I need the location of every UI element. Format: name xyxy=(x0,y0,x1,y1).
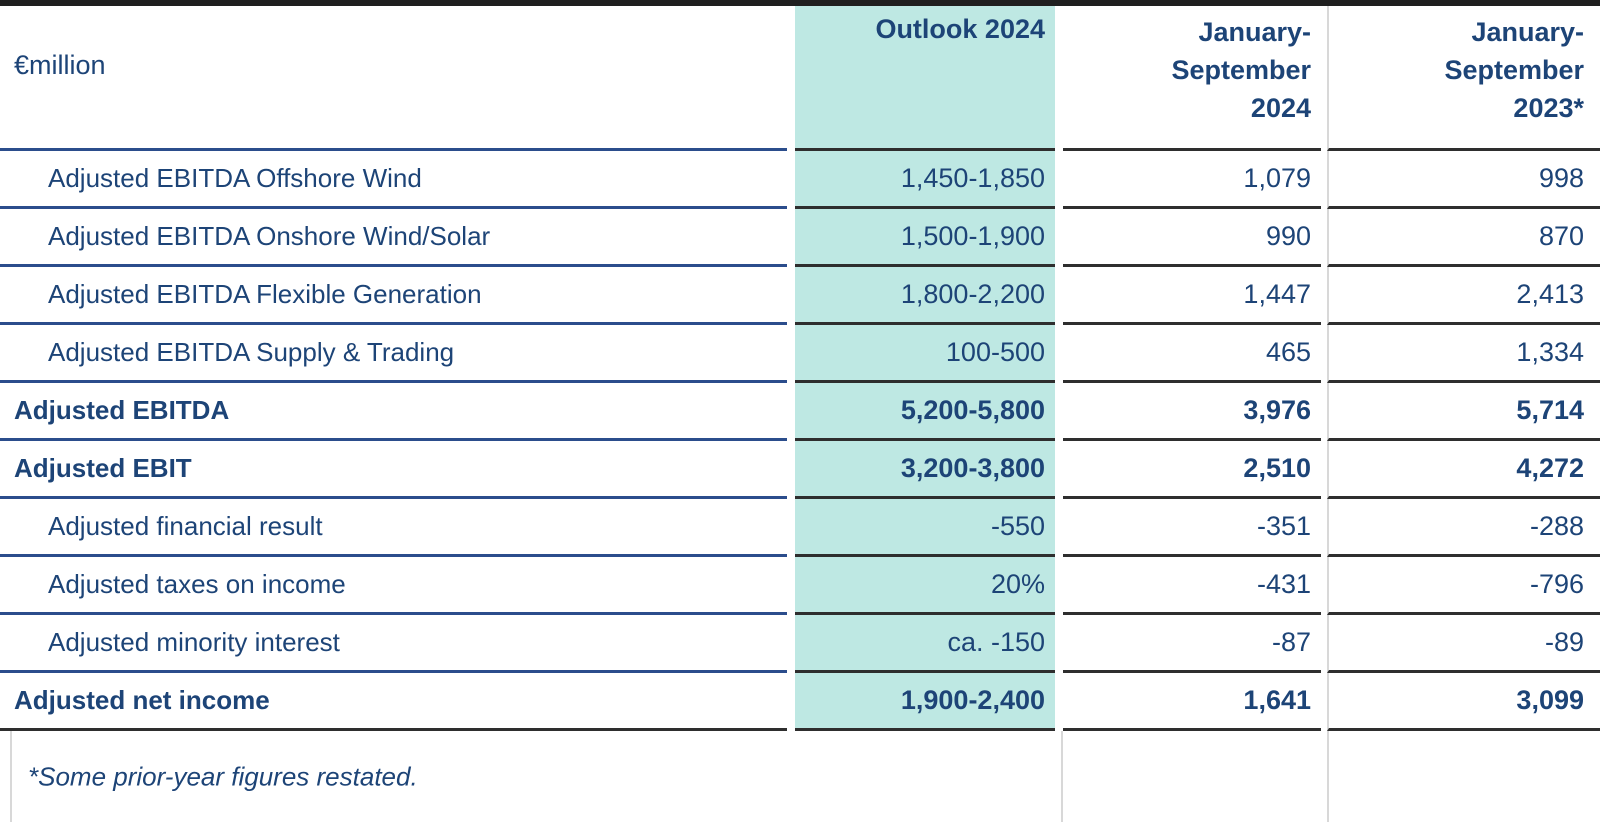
ytd-2024-value: -87 xyxy=(1063,615,1321,673)
table-row-total-net-income: Adjusted net income 1,900-2,400 1,641 3,… xyxy=(0,673,1600,731)
row-label: Adjusted net income xyxy=(0,673,787,731)
row-label: Adjusted EBITDA xyxy=(0,383,787,441)
column-header-outlook-2024: Outlook 2024 xyxy=(795,6,1055,151)
ytd-2023-value: -796 xyxy=(1327,557,1600,615)
row-label: Adjusted EBITDA Flexible Generation xyxy=(0,267,787,325)
outlook-value: 20% xyxy=(795,557,1055,615)
table-row-total-ebit: Adjusted EBIT 3,200-3,800 2,510 4,272 xyxy=(0,441,1600,499)
ytd-2024-value: -351 xyxy=(1063,499,1321,557)
row-label: Adjusted taxes on income xyxy=(0,557,787,615)
ytd-2023-value: 1,334 xyxy=(1327,325,1600,383)
table-row: Adjusted financial result -550 -351 -288 xyxy=(0,499,1600,557)
ytd-2023-value: 5,714 xyxy=(1327,383,1600,441)
outlook-value: 100-500 xyxy=(795,325,1055,383)
outlook-value: 1,800-2,200 xyxy=(795,267,1055,325)
footer-divider-right xyxy=(1327,731,1329,822)
ytd-2023-value: -288 xyxy=(1327,499,1600,557)
ytd-2024-value: 1,641 xyxy=(1063,673,1321,731)
ytd-2024-value: 2,510 xyxy=(1063,441,1321,499)
outlook-value: 1,900-2,400 xyxy=(795,673,1055,731)
footer-divider-left xyxy=(10,731,12,822)
row-label: Adjusted EBITDA Offshore Wind xyxy=(0,151,787,209)
footnote-text: *Some prior-year figures restated. xyxy=(28,761,418,791)
table-row-total-ebitda: Adjusted EBITDA 5,200-5,800 3,976 5,714 xyxy=(0,383,1600,441)
outlook-value: 1,500-1,900 xyxy=(795,209,1055,267)
table-row: Adjusted taxes on income 20% -431 -796 xyxy=(0,557,1600,615)
table-row: Adjusted EBITDA Offshore Wind 1,450-1,85… xyxy=(0,151,1600,209)
outlook-value: 1,450-1,850 xyxy=(795,151,1055,209)
row-label: Adjusted minority interest xyxy=(0,615,787,673)
ytd-2024-value: 1,079 xyxy=(1063,151,1321,209)
outlook-value: ca. -150 xyxy=(795,615,1055,673)
row-label: Adjusted EBIT xyxy=(0,441,787,499)
ytd-2024-value: -431 xyxy=(1063,557,1321,615)
ytd-2023-value: 870 xyxy=(1327,209,1600,267)
ytd-2023-value: 3,099 xyxy=(1327,673,1600,731)
ytd-2023-value: 2,413 xyxy=(1327,267,1600,325)
outlook-value: -550 xyxy=(795,499,1055,557)
footer-divider-mid xyxy=(1061,731,1063,822)
column-header-jan-sep-2024: January- September 2024 xyxy=(1063,6,1321,151)
row-label: Adjusted EBITDA Supply & Trading xyxy=(0,325,787,383)
footnote-row: *Some prior-year figures restated. xyxy=(0,731,1600,822)
table-row: Adjusted EBITDA Flexible Generation 1,80… xyxy=(0,267,1600,325)
top-divider xyxy=(0,0,1600,6)
ytd-2024-value: 990 xyxy=(1063,209,1321,267)
table-header-row: €million Outlook 2024 January- September… xyxy=(0,6,1600,151)
unit-label: €million xyxy=(0,6,787,151)
ytd-2023-value: -89 xyxy=(1327,615,1600,673)
column-header-jan-sep-2023: January- September 2023* xyxy=(1327,6,1600,151)
table-row: Adjusted EBITDA Supply & Trading 100-500… xyxy=(0,325,1600,383)
ytd-2024-value: 3,976 xyxy=(1063,383,1321,441)
ytd-2024-value: 465 xyxy=(1063,325,1321,383)
outlook-value: 5,200-5,800 xyxy=(795,383,1055,441)
ytd-2023-value: 998 xyxy=(1327,151,1600,209)
outlook-value: 3,200-3,800 xyxy=(795,441,1055,499)
table-row: Adjusted minority interest ca. -150 -87 … xyxy=(0,615,1600,673)
ytd-2024-value: 1,447 xyxy=(1063,267,1321,325)
row-label: Adjusted financial result xyxy=(0,499,787,557)
row-label: Adjusted EBITDA Onshore Wind/Solar xyxy=(0,209,787,267)
ytd-2023-value: 4,272 xyxy=(1327,441,1600,499)
table-row: Adjusted EBITDA Onshore Wind/Solar 1,500… xyxy=(0,209,1600,267)
